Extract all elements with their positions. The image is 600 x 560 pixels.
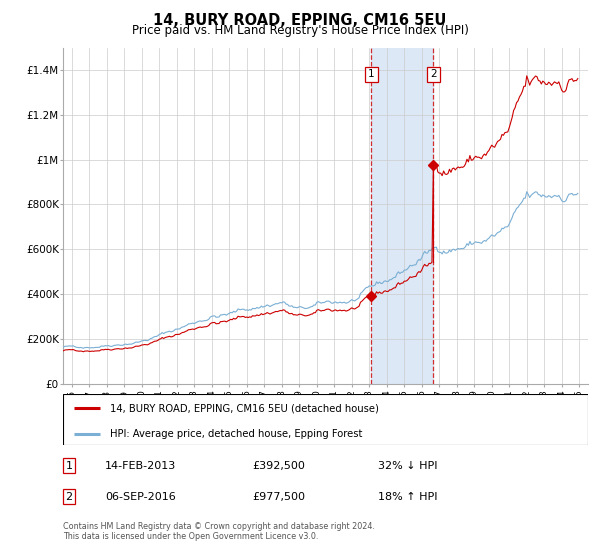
Text: 2: 2	[65, 492, 73, 502]
Bar	[371, 48, 433, 384]
Text: 14, BURY ROAD, EPPING, CM16 5EU: 14, BURY ROAD, EPPING, CM16 5EU	[154, 13, 446, 28]
Text: 06-SEP-2016: 06-SEP-2016	[105, 492, 176, 502]
Text: 14-FEB-2013: 14-FEB-2013	[105, 461, 176, 471]
Text: 1: 1	[65, 461, 73, 471]
Text: 1: 1	[368, 69, 374, 80]
Text: Contains HM Land Registry data © Crown copyright and database right 2024.
This d: Contains HM Land Registry data © Crown c…	[63, 522, 375, 542]
Text: 2: 2	[430, 69, 437, 80]
Text: 18% ↑ HPI: 18% ↑ HPI	[378, 492, 437, 502]
Text: Price paid vs. HM Land Registry's House Price Index (HPI): Price paid vs. HM Land Registry's House …	[131, 24, 469, 36]
Text: 14, BURY ROAD, EPPING, CM16 5EU (detached house): 14, BURY ROAD, EPPING, CM16 5EU (detache…	[110, 403, 379, 413]
Text: 32% ↓ HPI: 32% ↓ HPI	[378, 461, 437, 471]
Text: HPI: Average price, detached house, Epping Forest: HPI: Average price, detached house, Eppi…	[110, 429, 362, 439]
Text: £977,500: £977,500	[252, 492, 305, 502]
Text: £392,500: £392,500	[252, 461, 305, 471]
